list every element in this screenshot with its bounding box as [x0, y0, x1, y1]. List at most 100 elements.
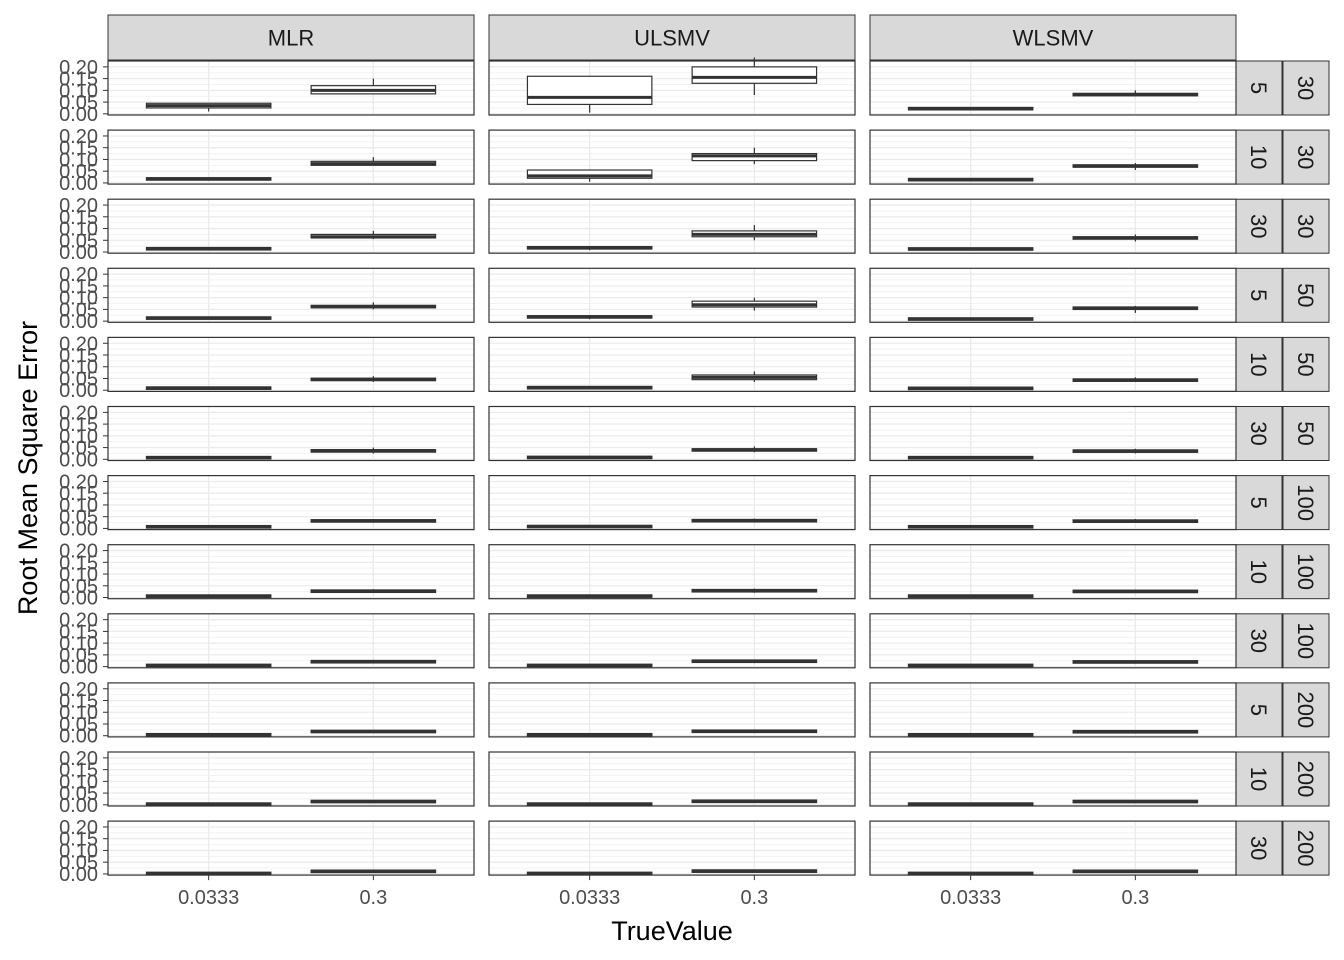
panel-border [107, 405, 475, 462]
y-tick-label: 0.20 [59, 817, 98, 839]
facet-strip-outer [1282, 613, 1330, 669]
x-axis-title: TrueValue [611, 916, 733, 946]
box-iqr [526, 169, 653, 179]
panel-border [107, 682, 475, 738]
panel-mlr-10-200 [107, 751, 475, 807]
y-tick-label: 0.05 [59, 645, 98, 667]
y-tick-label: 0.15 [59, 691, 98, 713]
panel-ulsmv-10-200 [488, 751, 856, 807]
y-tick-label: 0.10 [59, 840, 98, 862]
y-tick-label: 0.20 [59, 126, 98, 148]
y-tick-label: 0.20 [59, 333, 98, 355]
facet-row-inner-label: 30 [1246, 421, 1271, 445]
facet-strip-outer [1282, 198, 1330, 254]
panel-mlr-10-50 [107, 336, 475, 392]
x-tick-label: 0.3 [740, 887, 768, 909]
panel-mlr-5-200 [107, 682, 475, 738]
panel-border [107, 129, 475, 185]
panel-border [488, 682, 856, 738]
panel-background [489, 613, 855, 668]
panel-border [869, 751, 1237, 807]
facet-row-inner-label: 10 [1246, 145, 1271, 169]
panel-mlr-10-100 [107, 544, 475, 600]
panel-border [107, 613, 475, 669]
y-tick-label: 0.05 [59, 299, 98, 321]
facet-row-outer-label: 100 [1293, 553, 1318, 590]
facet-column-label: ULSMV [634, 26, 710, 51]
facet-strip-inner [1235, 406, 1283, 461]
y-tick-label: 0.05 [59, 438, 98, 460]
panel-border [869, 129, 1237, 185]
y-tick-label: 0.05 [59, 714, 98, 736]
x-tick-label: 0.3 [359, 887, 387, 909]
facet-strip-outer [1282, 267, 1330, 323]
panel-background [489, 406, 855, 461]
facet-row-inner-label: 10 [1246, 767, 1271, 791]
facet-strip-inner [1235, 613, 1283, 669]
y-tick-label: 0.05 [59, 576, 98, 598]
panel-background [489, 821, 855, 876]
panel-background [870, 821, 1236, 876]
y-tick-label: 0.15 [59, 345, 98, 367]
y-tick-label: 0.10 [59, 219, 98, 241]
panel-background [108, 613, 474, 668]
facet-strip-outer [1282, 129, 1330, 185]
panel-background [108, 268, 474, 323]
facet-strip-ulsmv [488, 14, 856, 61]
panel-ulsmv-5-50 [488, 267, 856, 323]
panel-wlsmv-10-50 [869, 336, 1237, 392]
y-tick-label: 0.05 [59, 92, 98, 114]
facet-row-outer-label: 200 [1293, 830, 1318, 867]
facet-row-inner-label: 5 [1246, 289, 1271, 301]
facet-strip-inner [1235, 198, 1283, 254]
panel-border [488, 405, 856, 462]
panel-background [108, 682, 474, 737]
facet-column-label: WLSMV [1013, 26, 1094, 51]
panel-ulsmv-30-50 [488, 405, 856, 462]
y-tick-label: 0.20 [59, 610, 98, 632]
facet-row-inner-label: 30 [1246, 214, 1271, 238]
facet-row-outer-label: 200 [1293, 692, 1318, 729]
facet-strip-outer [1282, 475, 1330, 531]
facet-row-outer-label: 100 [1293, 622, 1318, 659]
box-iqr [691, 66, 818, 84]
panel-mlr-5-30 [107, 60, 475, 116]
facet-row-outer-label: 30 [1293, 76, 1318, 100]
panel-border [488, 751, 856, 807]
y-tick-label: 0.15 [59, 276, 98, 298]
panel-border [488, 544, 856, 600]
panel-mlr-5-50 [107, 267, 475, 323]
facet-row-inner-label: 5 [1246, 704, 1271, 716]
y-tick-label: 0.20 [59, 748, 98, 770]
y-tick-label: 0.20 [59, 679, 98, 701]
panel-wlsmv-30-30 [869, 198, 1237, 254]
panel-border [107, 198, 475, 254]
facet-strip-outer [1282, 682, 1330, 738]
facet-row-outer-label: 30 [1293, 214, 1318, 238]
y-tick-label: 0.10 [59, 426, 98, 448]
facet-row-inner-label: 30 [1246, 629, 1271, 653]
panel-mlr-30-30 [107, 198, 475, 254]
y-tick-label: 0.00 [59, 518, 98, 540]
panel-border [488, 60, 856, 116]
panel-background [108, 130, 474, 185]
panel-background [108, 752, 474, 806]
panel-wlsmv-10-100 [869, 544, 1237, 600]
panel-border [488, 820, 856, 876]
panel-background [108, 199, 474, 254]
y-tick-label: 0.20 [59, 402, 98, 424]
panel-border [107, 751, 475, 807]
panel-background [489, 199, 855, 254]
panel-border [869, 613, 1237, 669]
y-tick-label: 0.00 [59, 864, 98, 886]
panel-background [870, 613, 1236, 668]
panel-border [488, 336, 856, 392]
panel-background [870, 337, 1236, 392]
facet-strip-inner [1235, 751, 1283, 807]
panel-mlr-10-30 [107, 129, 475, 185]
panel-wlsmv-5-50 [869, 267, 1237, 323]
x-tick-label: 0.0333 [940, 887, 1001, 909]
y-tick-label: 0.10 [59, 771, 98, 793]
y-tick-label: 0.15 [59, 207, 98, 229]
